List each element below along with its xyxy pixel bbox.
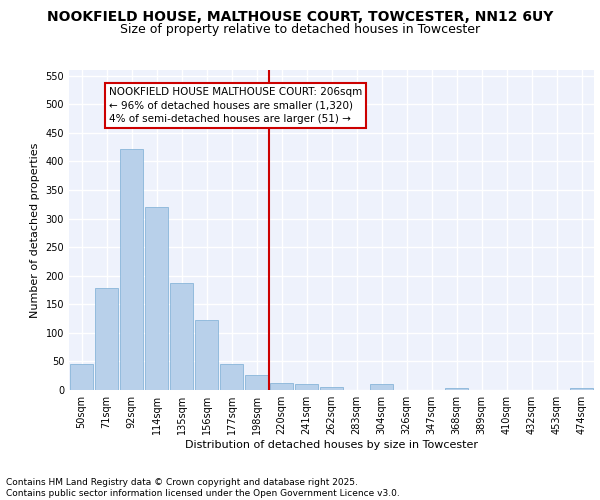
Y-axis label: Number of detached properties: Number of detached properties [30,142,40,318]
Bar [70,364,93,390]
Bar [170,283,193,390]
Bar [195,320,218,390]
Bar [295,384,318,390]
Text: Contains HM Land Registry data © Crown copyright and database right 2025.
Contai: Contains HM Land Registry data © Crown c… [6,478,400,498]
Bar [220,364,243,390]
Bar [370,384,393,390]
Bar [145,207,168,390]
Bar [445,388,468,390]
Bar [320,387,343,390]
Text: Size of property relative to detached houses in Towcester: Size of property relative to detached ho… [120,22,480,36]
Bar [570,388,593,390]
X-axis label: Distribution of detached houses by size in Towcester: Distribution of detached houses by size … [185,440,478,450]
Text: NOOKFIELD HOUSE, MALTHOUSE COURT, TOWCESTER, NN12 6UY: NOOKFIELD HOUSE, MALTHOUSE COURT, TOWCES… [47,10,553,24]
Bar [95,288,118,390]
Text: NOOKFIELD HOUSE MALTHOUSE COURT: 206sqm
← 96% of detached houses are smaller (1,: NOOKFIELD HOUSE MALTHOUSE COURT: 206sqm … [109,87,362,124]
Bar [245,374,268,390]
Bar [270,383,293,390]
Bar [120,149,143,390]
